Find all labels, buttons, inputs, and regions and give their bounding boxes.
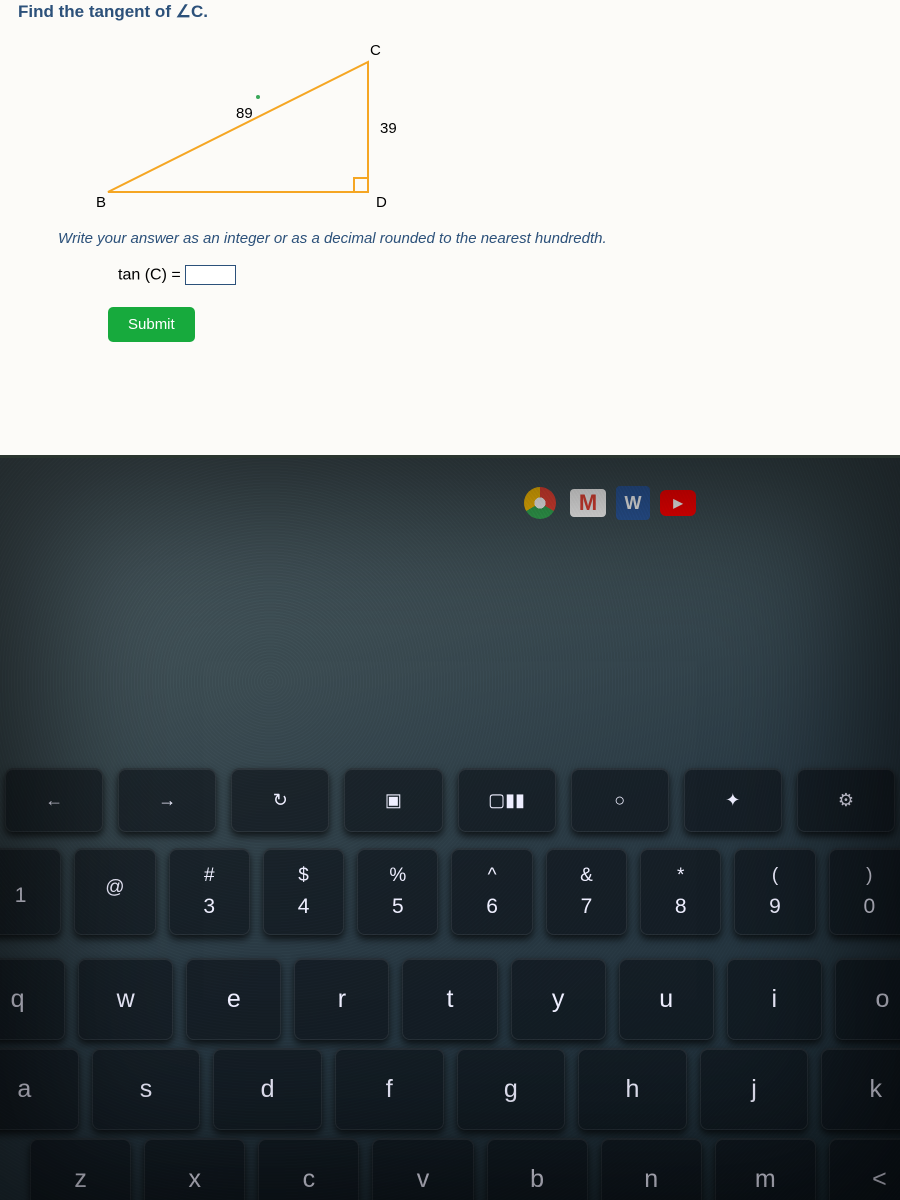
instruction-text: Write your answer as an integer or as a …: [58, 230, 882, 247]
vertex-D: D: [376, 194, 387, 211]
gmail-icon[interactable]: [570, 489, 606, 517]
key-u[interactable]: u: [619, 958, 714, 1040]
function-key-row: ← → ↻ ▣ ▢▮▮ ○ ✦ ⚙: [5, 768, 895, 832]
key-forward[interactable]: →: [118, 768, 216, 832]
key-2[interactable]: @: [74, 848, 155, 935]
key-full[interactable]: ▣: [344, 768, 442, 832]
key-settings[interactable]: ⚙: [797, 768, 895, 832]
word-icon[interactable]: [616, 486, 650, 520]
key-9[interactable]: (9: [734, 848, 815, 935]
key-d[interactable]: d: [213, 1048, 322, 1130]
key-bright-up[interactable]: ✦: [684, 768, 782, 832]
key-n[interactable]: n: [601, 1138, 702, 1200]
submit-button[interactable]: Submit: [108, 307, 195, 342]
key-t[interactable]: t: [402, 958, 497, 1040]
laptop-camera-view: ← → ↻ ▣ ▢▮▮ ○ ✦ ⚙ 1 @ #3 $4 %5 ^6 &7 *8 …: [0, 458, 900, 1200]
key-y[interactable]: y: [511, 958, 606, 1040]
equation-label: tan (C) =: [118, 267, 181, 284]
key-back[interactable]: ←: [5, 768, 103, 832]
problem-title: Find the tangent of ∠C.: [18, 0, 882, 22]
key-v[interactable]: v: [372, 1138, 473, 1200]
key-c[interactable]: c: [258, 1138, 359, 1200]
number-key-row: 1 @ #3 $4 %5 ^6 &7 *8 (9 )0: [0, 848, 900, 935]
key-1[interactable]: 1: [0, 848, 61, 935]
key-q[interactable]: q: [0, 958, 65, 1040]
key-i[interactable]: i: [727, 958, 822, 1040]
key-m[interactable]: m: [715, 1138, 816, 1200]
math-problem-screen: Find the tangent of ∠C. B C D 89 39 Writ…: [0, 0, 900, 458]
key-s[interactable]: s: [92, 1048, 201, 1130]
key-k[interactable]: k: [821, 1048, 900, 1130]
youtube-icon[interactable]: [660, 490, 696, 516]
key-7[interactable]: &7: [546, 848, 627, 935]
key-b[interactable]: b: [487, 1138, 588, 1200]
key-overview[interactable]: ▢▮▮: [458, 768, 556, 832]
key-0[interactable]: )0: [829, 848, 900, 935]
key-lt[interactable]: <: [829, 1138, 900, 1200]
key-g[interactable]: g: [457, 1048, 566, 1130]
triangle-diagram: B C D 89 39: [78, 42, 498, 222]
letter-row-a: a s d f g h j k: [0, 1048, 900, 1130]
taskbar: [520, 483, 696, 523]
key-f[interactable]: f: [335, 1048, 444, 1130]
chrome-icon[interactable]: [520, 483, 560, 523]
key-6[interactable]: ^6: [451, 848, 532, 935]
key-a[interactable]: a: [0, 1048, 79, 1130]
letter-row-z: z x c v b n m <: [30, 1138, 900, 1200]
key-e[interactable]: e: [186, 958, 281, 1040]
key-bright-down[interactable]: ○: [571, 768, 669, 832]
side-BC-label: 89: [236, 105, 253, 122]
answer-input[interactable]: [185, 265, 236, 285]
key-4[interactable]: $4: [263, 848, 344, 935]
key-5[interactable]: %5: [357, 848, 438, 935]
vertex-C: C: [370, 42, 381, 59]
key-refresh[interactable]: ↻: [231, 768, 329, 832]
key-r[interactable]: r: [294, 958, 389, 1040]
key-o[interactable]: o: [835, 958, 900, 1040]
key-z[interactable]: z: [30, 1138, 131, 1200]
key-8[interactable]: *8: [640, 848, 721, 935]
key-w[interactable]: w: [78, 958, 173, 1040]
key-j[interactable]: j: [700, 1048, 809, 1130]
key-h[interactable]: h: [578, 1048, 687, 1130]
equation-row: tan (C) =: [118, 265, 882, 285]
side-CD-label: 39: [380, 120, 397, 137]
key-x[interactable]: x: [144, 1138, 245, 1200]
key-3[interactable]: #3: [169, 848, 250, 935]
vertex-B: B: [96, 194, 106, 211]
letter-row-q: q w e r t y u i o: [0, 958, 900, 1040]
